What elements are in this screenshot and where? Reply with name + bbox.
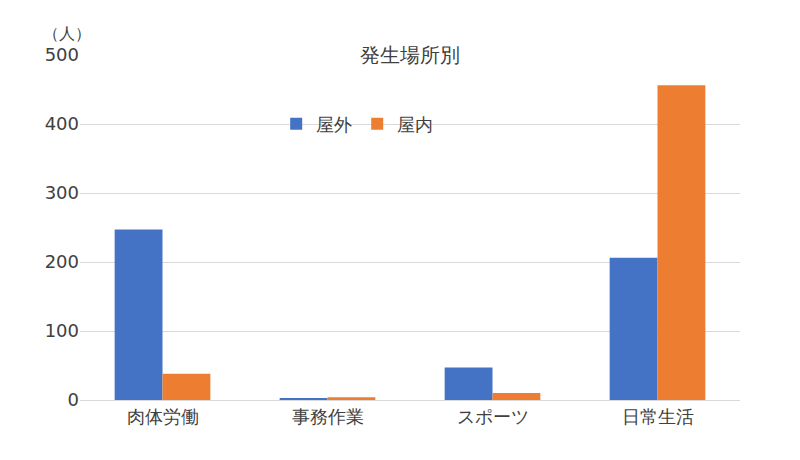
svg-text:屋内: 屋内 (397, 114, 433, 135)
svg-text:スポーツ: スポーツ (457, 406, 529, 427)
svg-text:肉体労働: 肉体労働 (127, 406, 199, 427)
svg-text:500: 500 (45, 44, 79, 65)
svg-text:400: 400 (45, 113, 79, 134)
svg-text:事務作業: 事務作業 (292, 406, 364, 427)
svg-text:300: 300 (45, 182, 79, 203)
svg-text:200: 200 (45, 251, 79, 272)
svg-text:（人）: （人） (43, 24, 91, 43)
svg-text:発生場所別: 発生場所別 (360, 43, 460, 67)
svg-text:0: 0 (68, 389, 79, 410)
svg-text:日常生活: 日常生活 (622, 406, 694, 427)
svg-text:100: 100 (45, 320, 79, 341)
svg-text:屋外: 屋外 (316, 114, 352, 135)
